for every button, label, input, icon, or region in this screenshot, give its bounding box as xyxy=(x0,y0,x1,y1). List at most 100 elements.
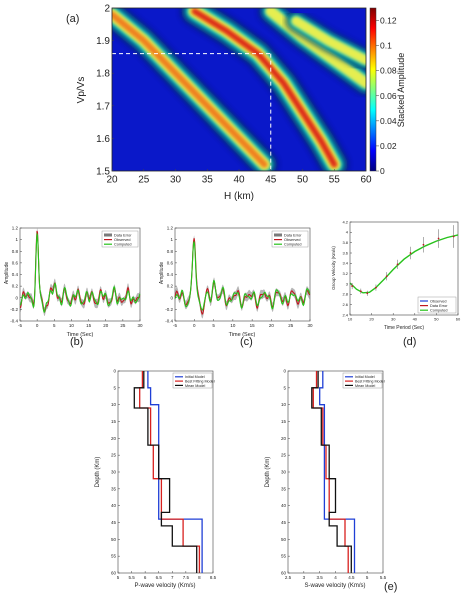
observed-point xyxy=(409,252,412,254)
computed-line xyxy=(174,241,311,311)
axis-d-xtick-label: 10 xyxy=(348,317,353,322)
best-fitting-model-line xyxy=(139,371,201,573)
axis-d-ytick-label: 3.6 xyxy=(342,250,348,255)
mean-model-line xyxy=(311,371,352,573)
axis-rf-xtick-label: -5 xyxy=(18,323,22,328)
axis-rf-ytick-label: 0.2 xyxy=(167,284,174,289)
colorbar-tick-label: 0.04 xyxy=(380,116,397,126)
axis-rf-ytick-label: 0 xyxy=(170,295,173,300)
legend-label: Initial Model xyxy=(355,375,375,379)
axis-b-xlabel: Time (Sec) xyxy=(67,332,94,338)
axis-e-ytick-label: 10 xyxy=(111,402,117,407)
axis-e-p-xlabel: P-wave velocity (Km/s) xyxy=(134,583,195,589)
axis-e-ytick-label: 10 xyxy=(281,402,287,407)
axis-rf-ytick-label: 0.4 xyxy=(12,272,19,277)
axis-a-ytick-label: 1.8 xyxy=(96,69,110,80)
axis-e-ytick-label: 40 xyxy=(111,503,117,508)
axis-rf-xtick-label: 15 xyxy=(250,323,256,328)
axis-rf-ytick-label: 1.2 xyxy=(167,226,174,231)
observed-point xyxy=(366,292,369,295)
observed-point xyxy=(385,275,388,278)
colorbar-tick-label: 0 xyxy=(380,166,385,176)
legend-label: Data Error xyxy=(284,234,302,238)
observed-point xyxy=(396,263,399,266)
heatmap-ridge xyxy=(112,11,268,168)
axis-rf-ytick-label: -0.2 xyxy=(10,307,18,312)
observed-point xyxy=(375,286,377,289)
axis-a-ytick-label: 1.5 xyxy=(96,167,110,178)
panel-label-b: (b) xyxy=(70,336,83,348)
colorbar-tick-label: 0.1 xyxy=(380,41,392,51)
best-fitting-model-line xyxy=(312,371,349,573)
axis-e-ytick-label: 45 xyxy=(111,520,117,525)
axis-e-ytick-label: 0 xyxy=(283,369,286,374)
axis-a-ytick-label: 1.9 xyxy=(96,36,110,47)
observed-point xyxy=(452,235,455,238)
axis-rf-xtick-label: 30 xyxy=(137,323,143,328)
panel-b-receiver-function: -5 0 5 10 15 20 25 30-0.4-0.200.20.40.60.811.2 … xyxy=(4,226,143,338)
axis-e-xtick-label: 5.5 xyxy=(128,575,135,580)
axis-d-xtick-label: 40 xyxy=(413,317,418,322)
axis-d-ytick-label: 4 xyxy=(346,230,349,235)
axis-d-xlabel: Time Period (Sec) xyxy=(384,325,424,331)
axis-c-xlabel: Time (Sec) xyxy=(229,332,256,338)
legend-label: Initial Model xyxy=(185,375,205,379)
axis-d-ytick-label: 4.2 xyxy=(342,219,348,224)
axis-rf-xtick-label: 25 xyxy=(288,323,294,328)
legend-label: Mean Model xyxy=(355,384,375,388)
axis-e-ytick-label: 15 xyxy=(111,419,117,424)
axis-rf-ytick-label: -0.2 xyxy=(165,307,173,312)
axis-rf-ytick-label: 1.2 xyxy=(12,226,19,231)
panel-e-p-velocity: 5 5.5 6 6.5 7 7.5 8 8.5 0 5 10 15 20 25 30 35 40 45 50 55 60… xyxy=(95,369,217,589)
axis-rf-ytick-label: -0.4 xyxy=(165,319,173,324)
legend-label: Observed xyxy=(284,238,300,242)
observed-point xyxy=(351,285,354,287)
axis-rf-xtick-label: 0 xyxy=(193,323,196,328)
axis-e-ytick-label: 20 xyxy=(281,436,287,441)
axis-a-xtick-label: 40 xyxy=(233,175,245,186)
legend-label: Computed xyxy=(430,309,448,313)
axis-d-xtick-label: 60 xyxy=(456,317,461,322)
panel-d-dispersion: 10 20 30 40 50 60 2.4 2.6 2.8 3 3.2 3.4 3.6 3.8 4 4.2 T… xyxy=(331,219,461,331)
axis-e-ytick-label: 5 xyxy=(283,385,286,390)
initial-model-line xyxy=(147,371,203,573)
axis-d-ytick-label: 3.2 xyxy=(342,271,348,276)
colorbar-tick-label: 0.02 xyxy=(380,141,397,151)
axis-d-ylabel: Group Velocity (Km/s) xyxy=(331,246,336,290)
axis-rf-xtick-label: 20 xyxy=(269,323,275,328)
legend-label: Computed xyxy=(284,243,302,247)
axis-d-ytick-label: 3.8 xyxy=(342,240,348,245)
axis-e-xtick-label: 5 xyxy=(366,575,369,580)
panel-e-p-plot-area xyxy=(117,370,214,574)
axis-e-xtick-label: 3 xyxy=(303,575,306,580)
axis-e-xtick-label: 8.5 xyxy=(210,575,217,580)
legend-label: Data Error xyxy=(114,234,132,238)
axis-e-xtick-label: 7 xyxy=(171,575,174,580)
axis-d-ytick-label: 2.6 xyxy=(342,302,348,307)
axis-a-ytick-label: 1.7 xyxy=(96,101,110,112)
axis-a-xtick-label: 20 xyxy=(106,175,118,186)
axis-rf-xtick-label: 5 xyxy=(53,323,56,328)
axis-e-xtick-label: 4 xyxy=(334,575,337,580)
axis-e-s-xlabel: S-wave velocity (Km/s) xyxy=(304,583,365,589)
observed-point xyxy=(359,290,362,293)
axis-rf-ytick-label: -0.4 xyxy=(10,319,18,324)
axis-e-xtick-label: 6.5 xyxy=(156,575,163,580)
axis-e-ytick-label: 40 xyxy=(281,503,287,508)
axis-e-xtick-label: 5 xyxy=(117,575,120,580)
axis-d-xtick-label: 50 xyxy=(434,317,439,322)
axis-e-ytick-label: 55 xyxy=(281,554,287,559)
colorbar-tick-label: 0.12 xyxy=(380,16,397,26)
axis-e-s-ylabel: Depth (Km) xyxy=(265,457,271,488)
axis-e-ytick-label: 35 xyxy=(111,486,117,491)
heatmap-ridge xyxy=(265,8,366,89)
legend-label: Best Fitting Model xyxy=(185,380,215,384)
axis-e-ytick-label: 15 xyxy=(281,419,287,424)
axis-e-xtick-label: 8 xyxy=(198,575,201,580)
axis-rf-ytick-label: 1 xyxy=(170,237,173,242)
panel-a-heatmap: 20 25 30 35 40 45 50 55 60 1.5 1.6 1.7 1.8 1.9 2 H (km… xyxy=(76,4,406,203)
axis-e-ytick-label: 5 xyxy=(113,385,116,390)
colorbar-label: Stacked Amplitude xyxy=(396,53,406,128)
colorbar-tick-label: 0.06 xyxy=(380,91,397,101)
